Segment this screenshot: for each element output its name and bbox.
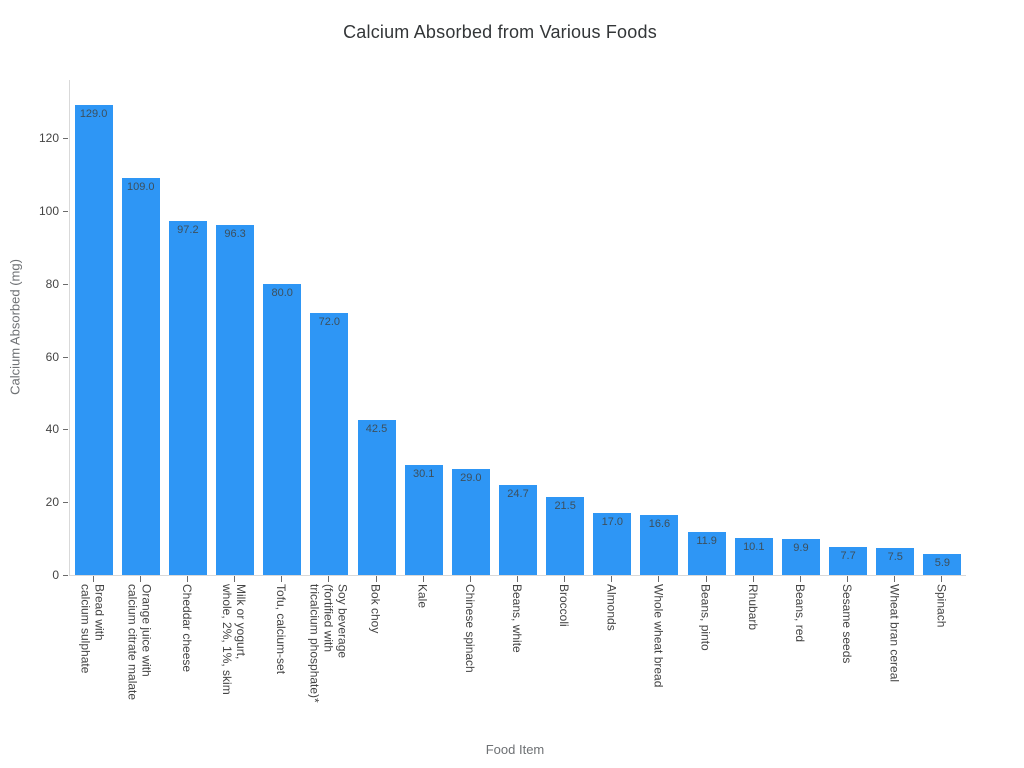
bar-value-label: 97.2: [177, 224, 199, 237]
x-tick-label: Milk or yogurt, whole, 2%, 1%, skim: [220, 584, 249, 695]
x-tick-mark: [422, 576, 424, 582]
y-tick-label: 40: [45, 422, 59, 437]
x-tick-mark: [517, 576, 518, 582]
plot-area[interactable]: 129.0 109.0 97.2 96.3 80.0 72.0 42.5 30.1 29.0 24…: [69, 80, 966, 576]
bar[interactable]: 42.5: [357, 420, 396, 575]
bar-value-label: 72.0: [318, 315, 341, 328]
x-tick-mark: [234, 576, 236, 582]
x-tick-mark: [328, 576, 330, 582]
x-tick-mark: [92, 576, 94, 582]
bar-value-label: 10.1: [743, 541, 765, 554]
x-tick-mark: [281, 576, 283, 582]
x-tick-label: Sesame seeds: [840, 584, 855, 664]
bar-value-label: 7.5: [887, 550, 903, 563]
y-tick-mark: [63, 502, 68, 504]
x-tick-mark: [564, 576, 566, 582]
x-tick-mark: [705, 576, 707, 582]
x-tick-label: Spinach: [934, 584, 949, 628]
x-tick-mark: [139, 576, 141, 582]
bar[interactable]: 30.1: [404, 465, 443, 575]
x-axis-title: Food Item: [485, 742, 545, 757]
bar[interactable]: 21.5: [546, 496, 585, 575]
y-tick-mark: [63, 575, 68, 576]
x-tick-label: Whole wheat bread: [651, 584, 666, 688]
bar[interactable]: 5.9: [923, 553, 962, 575]
bar[interactable]: 72.0: [310, 312, 349, 575]
bar-value-label: 7.7: [840, 549, 856, 562]
y-tick-label: 20: [45, 495, 59, 510]
x-tick-mark: [375, 576, 377, 582]
bar-value-label: 17.0: [601, 516, 624, 529]
bar-value-label: 21.5: [554, 499, 576, 512]
bar[interactable]: 80.0: [263, 283, 302, 575]
x-tick-label: Beans, white: [510, 584, 524, 653]
bar[interactable]: 96.3: [216, 224, 255, 575]
x-tick-mark: [658, 576, 660, 582]
bar-value-label: 30.1: [412, 468, 435, 481]
bar[interactable]: 11.9: [687, 531, 726, 575]
x-tick-label: Orange juice with calcium citrate malate: [125, 584, 154, 701]
x-tick-mark: [186, 576, 188, 582]
x-tick-label: Soy beverage (fortified with tricalcium …: [307, 584, 350, 703]
y-tick-mark: [63, 138, 68, 140]
bar-value-label: 42.5: [365, 423, 388, 436]
x-tick-mark: [847, 576, 849, 582]
bar-value-label: 11.9: [696, 534, 717, 547]
bar[interactable]: 109.0: [121, 178, 160, 575]
x-tick-label: Bok choy: [368, 584, 383, 634]
x-tick-mark: [611, 576, 613, 582]
chart-title: Calcium Absorbed from Various Foods: [343, 22, 657, 42]
y-tick-label: 60: [45, 349, 59, 364]
x-tick-mark: [894, 576, 896, 582]
bar-value-label: 129.0: [79, 108, 108, 121]
y-tick-mark: [63, 211, 68, 213]
bar[interactable]: 7.5: [876, 547, 915, 575]
x-tick-label: Cheddar cheese: [179, 584, 194, 673]
x-tick-mark: [799, 576, 801, 582]
x-tick-label: Bread with calcium sulphate: [78, 584, 107, 674]
x-tick-label: Rhubarb: [745, 584, 760, 631]
x-tick-label: Beans, red: [792, 584, 807, 643]
bar[interactable]: 97.2: [168, 221, 207, 575]
x-tick-label: Kale: [415, 584, 430, 609]
y-tick-label: 100: [38, 204, 59, 219]
y-tick-label: 120: [38, 131, 59, 146]
x-tick-label: Tofu, calcium-set: [274, 584, 289, 675]
bar-value-label: 29.0: [460, 472, 482, 485]
y-tick-mark: [63, 283, 68, 285]
bar[interactable]: 129.0: [74, 105, 113, 575]
x-tick-mark: [941, 576, 943, 582]
bar-value-label: 9.9: [793, 541, 809, 554]
x-tick-label: Broccoli: [557, 584, 572, 627]
bar-value-label: 24.7: [507, 488, 529, 501]
x-tick-mark: [752, 576, 754, 582]
bar[interactable]: 24.7: [499, 485, 537, 575]
bar-value-label: 5.9: [934, 556, 951, 569]
y-tick-mark: [63, 429, 68, 431]
x-tick-label: Beans, pinto: [698, 584, 713, 651]
bar-value-label: 96.3: [224, 227, 246, 240]
x-tick-label: Almonds: [604, 584, 619, 631]
bar-value-label: 109.0: [126, 181, 155, 194]
y-tick-label: 0: [52, 568, 59, 582]
bar[interactable]: 17.0: [593, 513, 632, 575]
bar-value-label: 16.6: [648, 517, 671, 530]
bar[interactable]: 29.0: [451, 469, 490, 575]
bar[interactable]: 10.1: [734, 538, 773, 575]
bar-value-label: 80.0: [271, 286, 293, 299]
bar[interactable]: 16.6: [640, 514, 679, 575]
bar[interactable]: 7.7: [829, 546, 868, 575]
x-tick-label: Wheat bran cereal: [887, 584, 902, 683]
x-tick-label: Chinese spinach: [462, 584, 477, 673]
y-tick-mark: [63, 356, 68, 358]
y-tick-label: 80: [45, 276, 59, 291]
bar[interactable]: 9.9: [781, 538, 820, 575]
x-tick-mark: [469, 576, 471, 582]
